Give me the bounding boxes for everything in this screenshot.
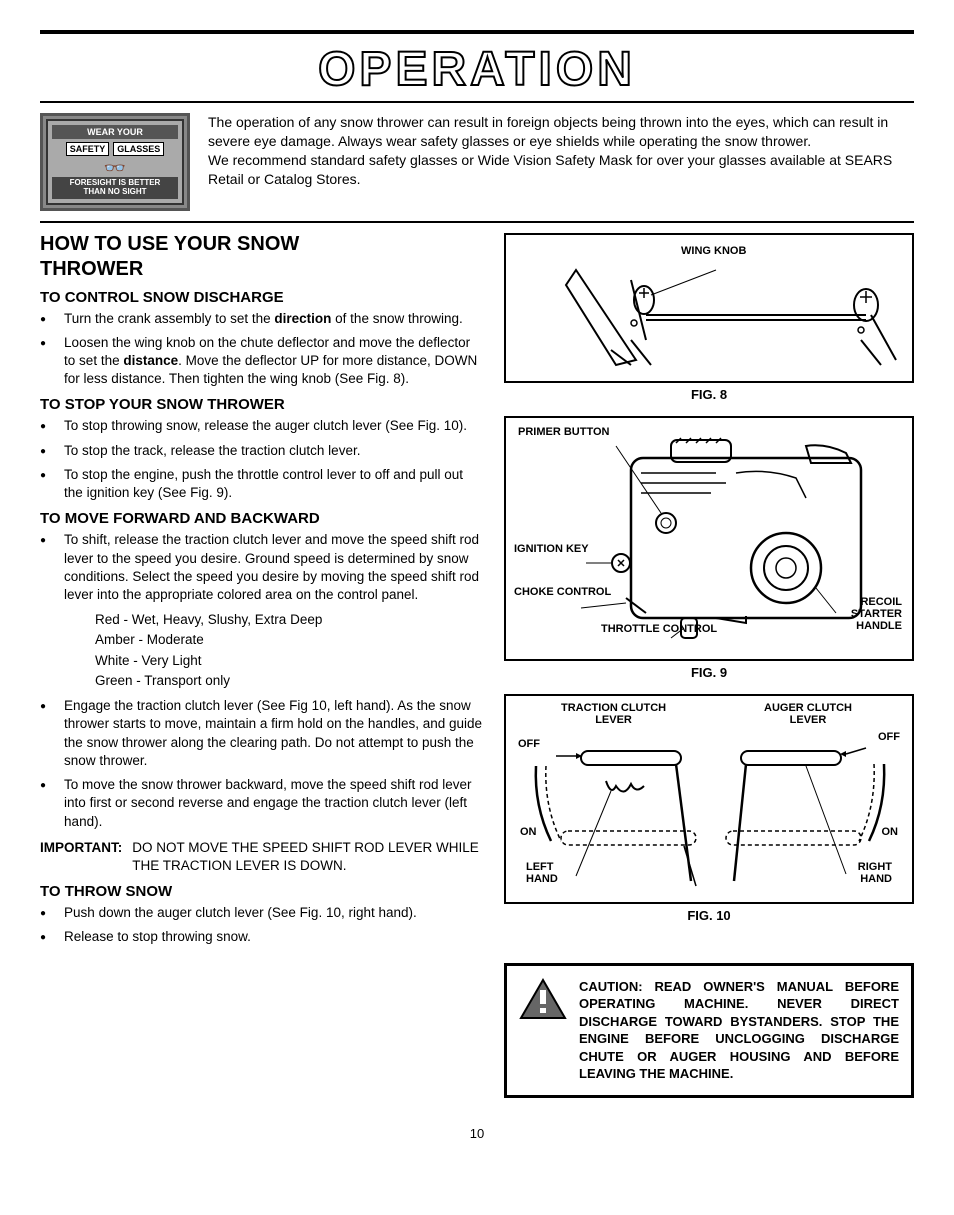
fig10-left-hand: LEFTHAND bbox=[526, 861, 558, 885]
discharge-bullet-1: Turn the crank assembly to set the direc… bbox=[40, 310, 484, 328]
caution-box: CAUTION: READ OWNER'S MANUAL BEFORE OPER… bbox=[504, 963, 914, 1098]
important-label: IMPORTANT: bbox=[40, 839, 122, 875]
title-box: OPERATION bbox=[40, 30, 914, 103]
caution-text: CAUTION: READ OWNER'S MANUAL BEFORE OPER… bbox=[579, 978, 899, 1083]
fig10-label: FIG. 10 bbox=[504, 908, 914, 923]
fig9-label: FIG. 9 bbox=[504, 665, 914, 680]
discharge-heading: TO CONTROL SNOW DISCHARGE bbox=[40, 289, 484, 306]
left-column: HOW TO USE YOUR SNOW THROWER TO CONTROL … bbox=[40, 233, 484, 1098]
move-bullet-3: To move the snow thrower backward, move … bbox=[40, 776, 484, 831]
warning-triangle-icon bbox=[519, 978, 567, 1020]
color-green: Green - Transport only bbox=[95, 671, 484, 691]
fig10-off-right: OFF bbox=[878, 731, 900, 743]
fig10-off-left: OFF bbox=[518, 738, 540, 750]
page-number: 10 bbox=[40, 1126, 914, 1141]
important-text: DO NOT MOVE THE SPEED SHIFT ROD LEVER WH… bbox=[132, 839, 484, 875]
throw-bullet-1: Push down the auger clutch lever (See Fi… bbox=[40, 904, 484, 922]
figure-9-box: PRIMER BUTTON IGNITION KEY CHOKE CONTROL… bbox=[504, 416, 914, 661]
color-white: White - Very Light bbox=[95, 651, 484, 671]
badge-top: WEAR YOUR bbox=[52, 125, 178, 139]
glasses-icon: 👓 bbox=[52, 159, 178, 177]
stop-bullet-2: To stop the track, release the traction … bbox=[40, 442, 484, 460]
move-bullet-1: To shift, release the traction clutch le… bbox=[40, 531, 484, 604]
badge-line2: THAN NO SIGHT bbox=[54, 188, 176, 197]
fig8-label: FIG. 8 bbox=[504, 387, 914, 402]
move-heading: TO MOVE FORWARD AND BACKWARD bbox=[40, 510, 484, 527]
fig10-on-right: ON bbox=[882, 826, 899, 838]
fig9-ignition-label: IGNITION KEY bbox=[514, 543, 589, 555]
fig9-diagram bbox=[516, 428, 902, 653]
intro-text: The operation of any snow thrower can re… bbox=[208, 113, 914, 189]
color-amber: Amber - Moderate bbox=[95, 630, 484, 650]
stop-heading: TO STOP YOUR SNOW THROWER bbox=[40, 396, 484, 413]
stop-bullet-3: To stop the engine, push the throttle co… bbox=[40, 466, 484, 502]
figure-10-box: TRACTION CLUTCHLEVER AUGER CLUTCHLEVER O… bbox=[504, 694, 914, 904]
intro-p1: The operation of any snow thrower can re… bbox=[208, 113, 914, 151]
discharge-bullet-2: Loosen the wing knob on the chute deflec… bbox=[40, 334, 484, 389]
fig8-diagram bbox=[516, 245, 902, 370]
fig10-right-hand: RIGHTHAND bbox=[858, 861, 892, 885]
color-list: Red - Wet, Heavy, Slushy, Extra Deep Amb… bbox=[95, 610, 484, 691]
main-heading-2: THROWER bbox=[40, 258, 484, 281]
fig8-wing-knob-label: WING KNOB bbox=[681, 245, 746, 257]
safety-badge: WEAR YOUR SAFETY GLASSES 👓 FORESIGHT IS … bbox=[40, 113, 190, 211]
color-red: Red - Wet, Heavy, Slushy, Extra Deep bbox=[95, 610, 484, 630]
page-title: OPERATION bbox=[40, 42, 914, 97]
fig9-throttle-label: THROTTLE CONTROL bbox=[601, 623, 717, 635]
fig10-on-left: ON bbox=[520, 826, 537, 838]
fig10-traction-label: TRACTION CLUTCHLEVER bbox=[561, 702, 666, 726]
main-heading-1: HOW TO USE YOUR SNOW bbox=[40, 233, 484, 256]
important-block: IMPORTANT: DO NOT MOVE THE SPEED SHIFT R… bbox=[40, 839, 484, 875]
intro-row: WEAR YOUR SAFETY GLASSES 👓 FORESIGHT IS … bbox=[40, 113, 914, 223]
throw-bullet-2: Release to stop throwing snow. bbox=[40, 928, 484, 946]
fig10-auger-label: AUGER CLUTCHLEVER bbox=[764, 702, 852, 726]
throw-heading: TO THROW SNOW bbox=[40, 883, 484, 900]
badge-glasses: GLASSES bbox=[113, 142, 164, 156]
fig10-diagram bbox=[516, 706, 902, 901]
fig9-choke-label: CHOKE CONTROL bbox=[514, 586, 611, 598]
fig9-recoil-label: RECOIL STARTER HANDLE bbox=[851, 596, 902, 632]
figure-8-box: WING KNOB bbox=[504, 233, 914, 383]
badge-safety: SAFETY bbox=[66, 142, 110, 156]
stop-bullet-1: To stop throwing snow, release the auger… bbox=[40, 417, 484, 435]
move-bullet-2: Engage the traction clutch lever (See Fi… bbox=[40, 697, 484, 770]
intro-p2: We recommend standard safety glasses or … bbox=[208, 151, 914, 189]
right-column: WING KNOB FIG. 8 PRIMER BUTTON bbox=[504, 233, 914, 1098]
fig9-primer-label: PRIMER BUTTON bbox=[518, 426, 609, 438]
